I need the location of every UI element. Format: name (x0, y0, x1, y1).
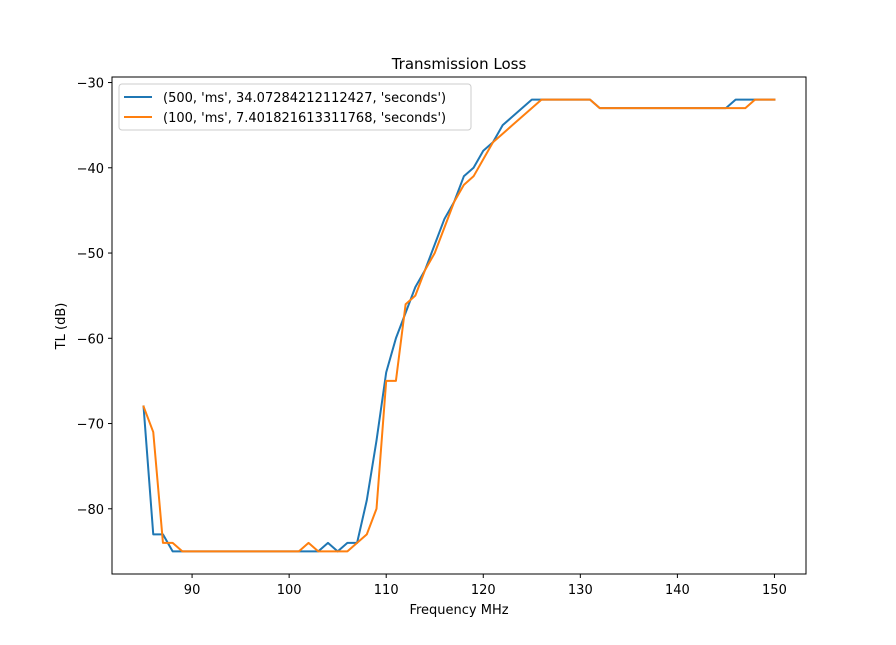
y-tick-label: −40 (77, 162, 104, 177)
y-axis: −80 −70 −60 −50 −40 −30 (77, 77, 112, 518)
plot-area (111, 76, 807, 575)
x-axis-title: Frequency MHz (409, 603, 508, 618)
y-tick-label: −50 (77, 247, 104, 262)
x-tick-label: 90 (184, 583, 201, 598)
x-tick-label: 110 (374, 583, 399, 598)
y-tick-label: −70 (77, 418, 104, 433)
x-tick-label: 100 (277, 583, 302, 598)
series-layer (142, 98, 776, 553)
series-line-2 (142, 98, 776, 553)
y-tick-label: −80 (77, 503, 104, 518)
y-tick-label: −60 (77, 332, 104, 347)
x-tick-label: 130 (568, 583, 593, 598)
legend-box (118, 83, 472, 131)
x-tick-label: 140 (665, 583, 690, 598)
x-tick-label: 150 (762, 583, 787, 598)
legend: (500, 'ms', 34.07284212112427, 'seconds'… (118, 83, 472, 131)
x-axis: 90 100 110 120 130 140 150 (184, 574, 787, 598)
x-tick-label: 120 (471, 583, 496, 598)
chart-title: Transmission Loss (391, 55, 527, 73)
y-axis-title: TL (dB) (54, 303, 69, 351)
legend-label-2: (100, 'ms', 7.401821613311768, 'seconds'… (163, 111, 446, 126)
legend-label-1: (500, 'ms', 34.07284212112427, 'seconds'… (163, 91, 446, 106)
y-tick-label: −30 (77, 77, 104, 92)
